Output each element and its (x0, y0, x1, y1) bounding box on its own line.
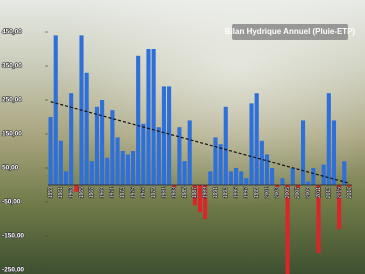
x-tick-label: 2017 (347, 187, 353, 198)
y-tick-label: 50,00 (2, 165, 19, 172)
bar (54, 35, 58, 185)
bar (167, 86, 171, 185)
bar (249, 103, 253, 185)
x-tick-label: 1995 (233, 187, 239, 198)
x-tick-label: 1959 (48, 187, 54, 198)
bar (311, 168, 315, 185)
bar (188, 120, 192, 185)
bar (239, 171, 243, 185)
x-tick-label: 1985 (182, 187, 188, 198)
bar (270, 168, 274, 185)
x-tick-label: 2003 (275, 187, 281, 198)
x-tick-label: 1987 (192, 187, 198, 198)
bar (291, 168, 295, 185)
bar (229, 171, 233, 185)
x-tick-label: 2013 (326, 187, 332, 198)
y-tick-label: 450,00 (2, 29, 22, 36)
x-tick-label: 1963 (69, 187, 75, 198)
bar (49, 117, 53, 185)
x-tick-label: 2005 (285, 187, 291, 198)
bar (306, 182, 310, 185)
bar (126, 154, 130, 185)
bar (85, 73, 89, 185)
x-tick-label: 1971 (110, 187, 116, 198)
x-tick-label: 2011 (316, 187, 322, 198)
bar (141, 124, 145, 185)
bar (95, 107, 99, 185)
bar (255, 93, 259, 185)
bar (224, 107, 228, 185)
y-tick-label: 350,00 (2, 63, 22, 70)
chart: Bilan Hydrique Annuel (Pluie-ETP) -250,0… (0, 0, 365, 274)
bar (110, 110, 114, 185)
bar (198, 185, 202, 212)
x-tick-label: 1969 (99, 187, 105, 198)
x-tick-label: 1961 (58, 187, 64, 198)
x-tick-label: 1977 (141, 187, 147, 198)
bar (115, 137, 119, 185)
y-tick-label: -50,00 (2, 199, 21, 206)
x-tick-label: 1973 (120, 187, 126, 198)
bar (327, 93, 331, 185)
x-tick-label: 1975 (130, 187, 136, 198)
x-tick-label: 1965 (79, 187, 85, 198)
x-tick-label: 1981 (161, 187, 167, 198)
bar (234, 168, 238, 185)
y-tick-label: 250,00 (2, 97, 22, 104)
bar (213, 137, 217, 185)
bar (157, 127, 161, 185)
bar (136, 56, 140, 185)
y-tick-label: -150,00 (2, 233, 24, 240)
x-tick-label: 1979 (151, 187, 157, 198)
x-tick-label: 1991 (213, 187, 219, 198)
bar (90, 161, 94, 185)
bar (265, 154, 269, 185)
x-tick-label: 1993 (223, 187, 229, 198)
x-tick-label: 2001 (264, 187, 270, 198)
bar (260, 141, 264, 185)
bar (100, 100, 104, 185)
bar (244, 178, 248, 185)
bar (208, 171, 212, 185)
chart-title: Bilan Hydrique Annuel (Pluie-ETP) (225, 27, 356, 36)
bar (105, 158, 109, 185)
x-tick-label: 2015 (336, 187, 342, 198)
bar (74, 185, 78, 192)
y-tick-label: 150,00 (2, 131, 22, 138)
x-tick-label: 2009 (306, 187, 312, 198)
bar (59, 141, 63, 185)
bar (280, 178, 284, 185)
bar (152, 49, 156, 185)
x-tick-label: 2007 (295, 187, 301, 198)
bar (121, 151, 125, 185)
bar (332, 120, 336, 185)
x-tick-label: 1989 (202, 187, 208, 198)
y-tick-label: -250,00 (2, 267, 24, 274)
x-tick-label: 1999 (254, 187, 260, 198)
bar (162, 86, 166, 185)
x-tick-label: 1997 (244, 187, 250, 198)
bar (219, 144, 223, 185)
bar (146, 49, 150, 185)
bar (64, 171, 68, 185)
bar (301, 120, 305, 185)
bar (322, 165, 326, 185)
x-tick-label: 1983 (172, 187, 178, 198)
x-tick-label: 1967 (89, 187, 95, 198)
bar (182, 161, 186, 185)
bar (131, 151, 135, 185)
